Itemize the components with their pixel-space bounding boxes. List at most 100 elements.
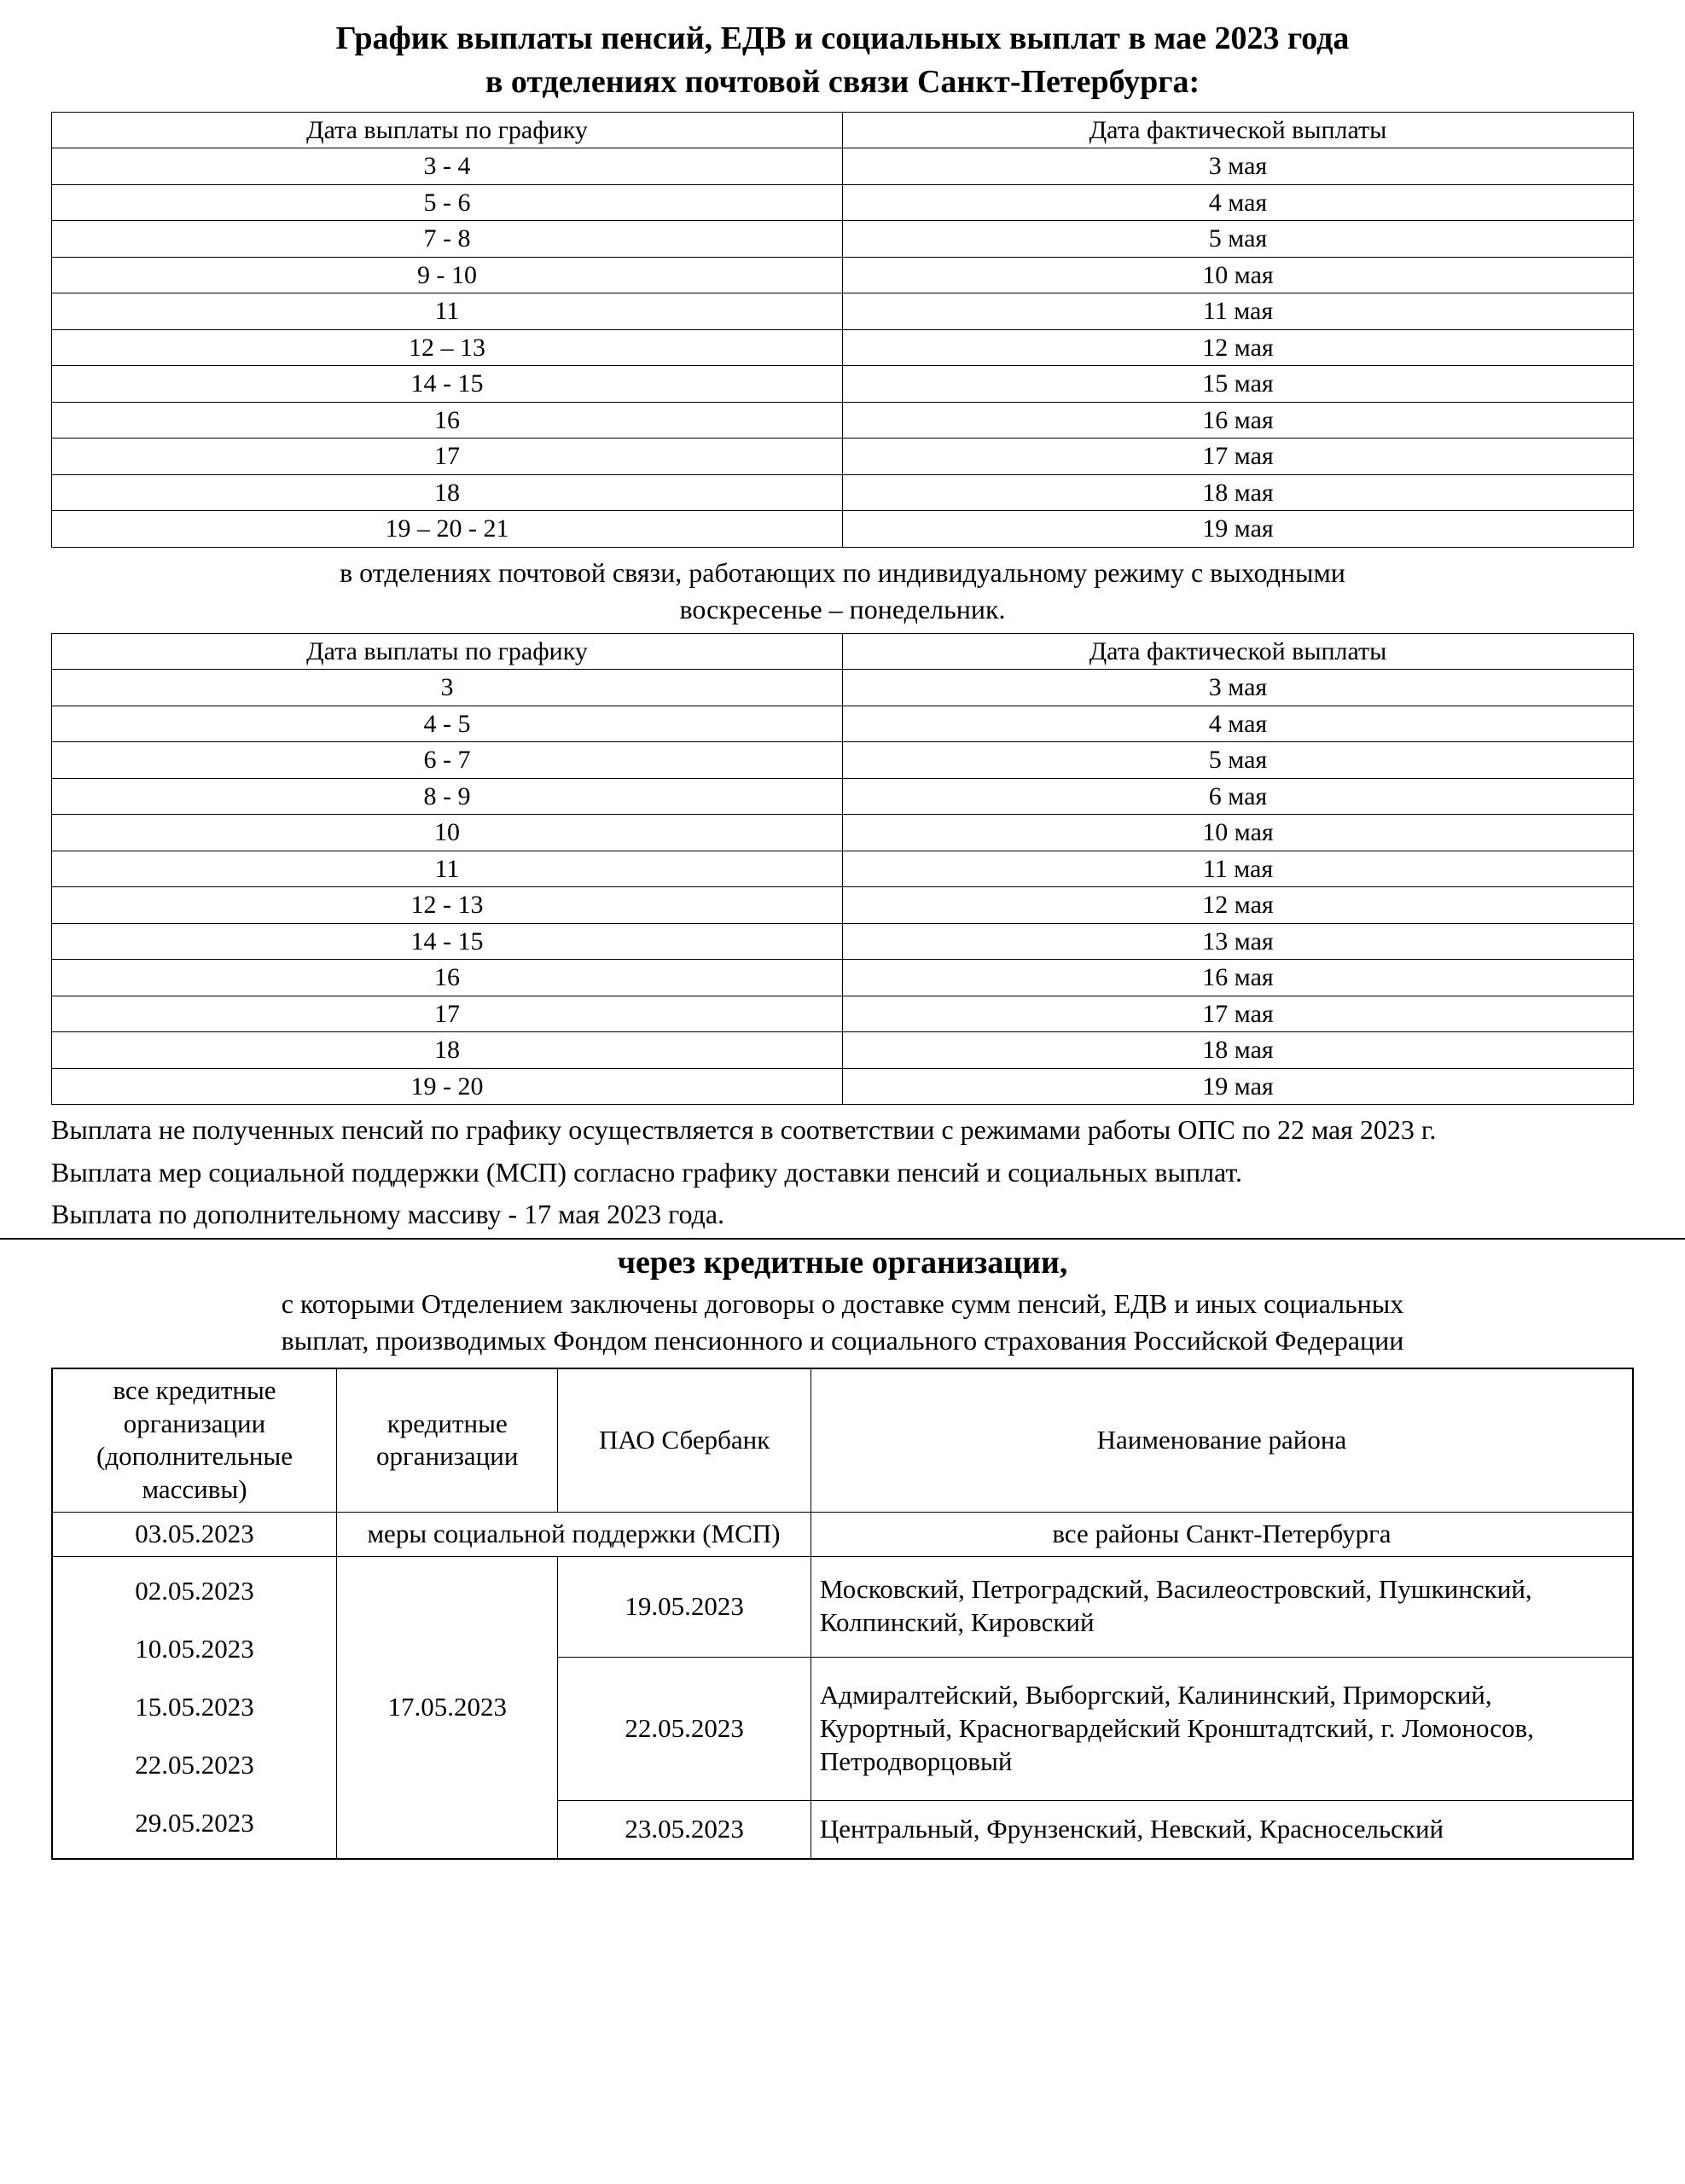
cell-actual: 10 мая — [843, 257, 1634, 293]
table-row: 12 - 1312 мая — [52, 887, 1634, 924]
table-row: 1818 мая — [52, 474, 1634, 511]
districts-2: Адмиралтейский, Выборгский, Калининский,… — [811, 1657, 1633, 1800]
cell-plan: 19 – 20 - 21 — [52, 511, 843, 548]
between-line-2: воскресенье – понедельник. — [679, 594, 1005, 624]
cell-actual: 10 мая — [843, 815, 1634, 851]
left-date: 22.05.2023 — [61, 1736, 328, 1794]
table-row: 5 - 64 мая — [52, 184, 1634, 221]
credit-header-2: кредитные организации — [337, 1368, 558, 1513]
schedule-table-1: Дата выплаты по графику Дата фактической… — [51, 112, 1634, 548]
cell-actual: 15 мая — [843, 366, 1634, 403]
cell-actual: 13 мая — [843, 923, 1634, 960]
schedule-table-2: Дата выплаты по графику Дата фактической… — [51, 633, 1634, 1106]
sber-date-1: 19.05.2023 — [558, 1556, 811, 1657]
table-row: 6 - 75 мая — [52, 742, 1634, 779]
cell-plan: 14 - 15 — [52, 366, 843, 403]
credit-sub-line-2: выплат, производимых Фондом пенсионного … — [282, 1325, 1404, 1356]
cell-plan: 14 - 15 — [52, 923, 843, 960]
table-row: 7 - 85 мая — [52, 221, 1634, 258]
cell-actual: 5 мая — [843, 221, 1634, 258]
cell-plan: 8 - 9 — [52, 778, 843, 815]
sber-date-2: 22.05.2023 — [558, 1657, 811, 1800]
table-row: 19 – 20 - 2119 мая — [52, 511, 1634, 548]
table-row: 1616 мая — [52, 960, 1634, 996]
cell-plan: 9 - 10 — [52, 257, 843, 293]
cell-plan: 18 — [52, 1032, 843, 1069]
page-title: График выплаты пенсий, ЕДВ и социальных … — [51, 17, 1634, 105]
paragraph-2: Выплата мер социальной поддержки (МСП) с… — [51, 1154, 1634, 1191]
cell-plan: 16 — [52, 402, 843, 439]
title-line-2: в отделениях почтовой связи Санкт-Петерб… — [485, 64, 1200, 100]
cell-plan: 11 — [52, 851, 843, 887]
table-header-row: Дата выплаты по графику Дата фактической… — [52, 112, 1634, 148]
middle-date-cell: 17.05.2023 — [337, 1556, 558, 1858]
table-row: 4 - 54 мая — [52, 706, 1634, 742]
cell-actual: 19 мая — [843, 511, 1634, 548]
cell-plan: 11 — [52, 293, 843, 330]
cell-plan: 3 - 4 — [52, 148, 843, 185]
cell-plan: 10 — [52, 815, 843, 851]
table-row: 19 - 2019 мая — [52, 1068, 1634, 1105]
cell-plan: 18 — [52, 474, 843, 511]
cell-actual: 16 мая — [843, 960, 1634, 996]
table-row: 1010 мая — [52, 815, 1634, 851]
cell-actual: 18 мая — [843, 474, 1634, 511]
cell-plan: 19 - 20 — [52, 1068, 843, 1105]
table-row: 1717 мая — [52, 996, 1634, 1032]
cell-actual: 17 мая — [843, 996, 1634, 1032]
credit-table: все кредитные организации (дополнительны… — [51, 1368, 1634, 1860]
table-row: 14 - 1513 мая — [52, 923, 1634, 960]
cell-plan: 3 — [52, 670, 843, 706]
table-row: 3 - 43 мая — [52, 148, 1634, 185]
cell-actual: 17 мая — [843, 439, 1634, 475]
cell-actual: 16 мая — [843, 402, 1634, 439]
table-row: 12 – 1312 мая — [52, 329, 1634, 366]
col-header-actual: Дата фактической выплаты — [843, 112, 1634, 148]
districts-3: Центральный, Фрунзенский, Невский, Красн… — [811, 1801, 1633, 1859]
section-divider — [0, 1238, 1685, 1240]
credit-header-row: все кредитные организации (дополнительны… — [52, 1368, 1633, 1513]
cell-actual: 3 мая — [843, 670, 1634, 706]
cell-plan: 4 - 5 — [52, 706, 843, 742]
between-line-1: в отделениях почтовой связи, работающих … — [340, 557, 1345, 588]
table-row: 1616 мая — [52, 402, 1634, 439]
credit-title-text: через кредитные организации, — [618, 1245, 1068, 1281]
left-date: 10.05.2023 — [61, 1620, 328, 1678]
table-row: 33 мая — [52, 670, 1634, 706]
title-line-1: График выплаты пенсий, ЕДВ и социальных … — [336, 20, 1350, 56]
paragraph-1: Выплата не полученных пенсий по графику … — [51, 1112, 1634, 1148]
cell-actual: 5 мая — [843, 742, 1634, 779]
cell-actual: 19 мая — [843, 1068, 1634, 1105]
cell-actual: 4 мая — [843, 706, 1634, 742]
cell-plan: 5 - 6 — [52, 184, 843, 221]
credit-header-3: ПАО Сбербанк — [558, 1368, 811, 1513]
cell-actual: 12 мая — [843, 329, 1634, 366]
credit-header-1: все кредитные организации (дополнительны… — [52, 1368, 337, 1513]
credit-row-group-1: 02.05.202310.05.202315.05.202322.05.2023… — [52, 1556, 1633, 1657]
left-date: 02.05.2023 — [61, 1562, 328, 1620]
msp-district: все районы Санкт-Петербурга — [811, 1512, 1633, 1556]
credit-row-msp: 03.05.2023 меры социальной поддержки (МС… — [52, 1512, 1633, 1556]
left-dates-cell: 02.05.202310.05.202315.05.202322.05.2023… — [52, 1556, 337, 1858]
msp-date: 03.05.2023 — [52, 1512, 337, 1556]
districts-1: Московский, Петроградский, Василеостровс… — [811, 1556, 1633, 1657]
cell-actual: 4 мая — [843, 184, 1634, 221]
cell-plan: 7 - 8 — [52, 221, 843, 258]
cell-plan: 16 — [52, 960, 843, 996]
msp-label: меры социальной поддержки (МСП) — [337, 1512, 811, 1556]
cell-actual: 11 мая — [843, 851, 1634, 887]
table-row: 9 - 1010 мая — [52, 257, 1634, 293]
cell-actual: 12 мая — [843, 887, 1634, 924]
cell-plan: 6 - 7 — [52, 742, 843, 779]
col-header-plan: Дата выплаты по графику — [52, 633, 843, 670]
credit-sub-line-1: с которыми Отделением заключены договоры… — [282, 1288, 1404, 1319]
between-tables-text: в отделениях почтовой связи, работающих … — [51, 555, 1634, 628]
credit-title: через кредитные организации, — [51, 1243, 1634, 1284]
cell-plan: 12 – 13 — [52, 329, 843, 366]
table-header-row: Дата выплаты по графику Дата фактической… — [52, 633, 1634, 670]
left-date: 15.05.2023 — [61, 1678, 328, 1736]
sber-date-3: 23.05.2023 — [558, 1801, 811, 1859]
cell-plan: 17 — [52, 439, 843, 475]
table-row: 1717 мая — [52, 439, 1634, 475]
cell-plan: 12 - 13 — [52, 887, 843, 924]
